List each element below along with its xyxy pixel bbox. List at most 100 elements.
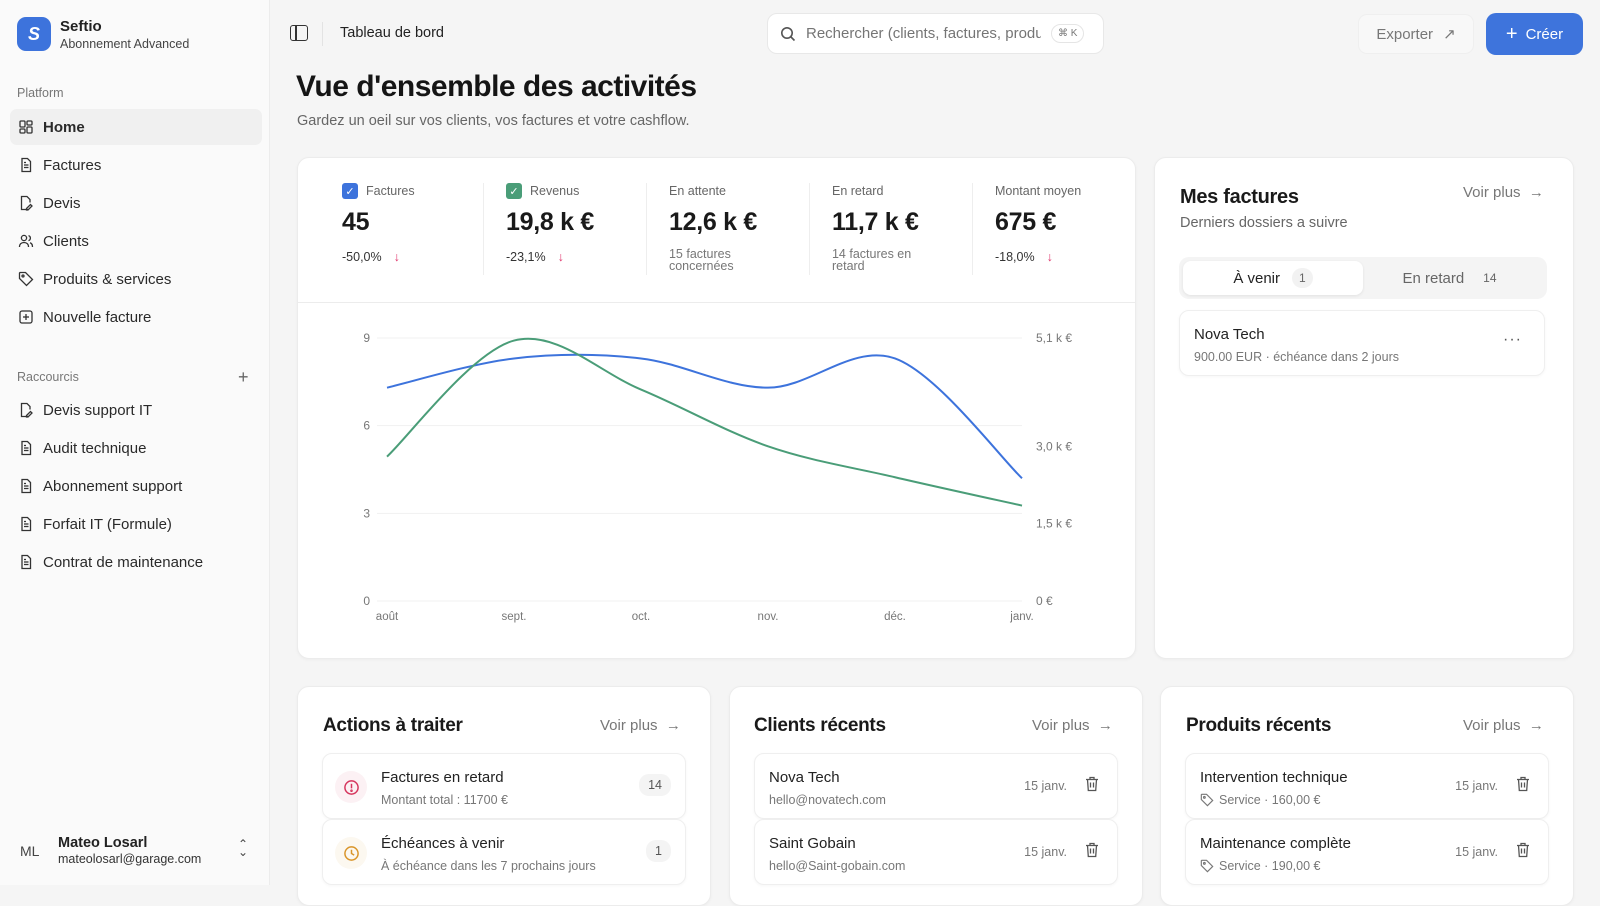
sidebar-item-produits-services[interactable]: Produits & services xyxy=(10,261,262,297)
search-input[interactable] xyxy=(806,25,1041,42)
x-axis-tick: nov. xyxy=(758,611,779,623)
trash-icon[interactable] xyxy=(1516,842,1530,858)
sidebar-item-abonnement-support[interactable]: Abonnement support xyxy=(10,468,262,504)
plus-square-icon xyxy=(19,310,33,324)
series-toggle-checkbox[interactable]: ✓ xyxy=(342,183,358,199)
invoice-item[interactable]: Nova Tech 900.00 EUR · échéance dans 2 jo… xyxy=(1179,310,1545,376)
file-icon xyxy=(21,440,32,456)
right-axis-tick: 1,5 k € xyxy=(1036,517,1072,531)
sidebar-item-factures[interactable]: Factures xyxy=(10,147,262,183)
product-name: Maintenance complète xyxy=(1200,835,1351,852)
right-axis-tick: 3,0 k € xyxy=(1036,439,1072,453)
left-axis-tick: 6 xyxy=(363,419,370,433)
stat-4: Montant moyen 675 € -18,0% ↓ xyxy=(971,183,1135,275)
left-axis-tick: 9 xyxy=(363,331,370,345)
chevrons-up-down-icon[interactable]: ⌃ ⌄ xyxy=(238,837,249,859)
sidebar-item-clients[interactable]: Clients xyxy=(10,223,262,259)
stat-label: En retard xyxy=(831,184,884,198)
invoices-title: Mes factures xyxy=(1180,186,1299,208)
user-email: mateolosarl@garage.com xyxy=(58,852,202,866)
product-detail: Service · 190,00 € xyxy=(1219,859,1321,873)
activity-chart: 0 3 6 9 0 € 1,5 k € 3,0 k € 5,1 k € août sept. oct… xyxy=(363,331,1072,623)
sidebar-item-audit-technique[interactable]: Audit technique xyxy=(10,430,262,466)
product-detail: Service · 160,00 € xyxy=(1219,793,1321,807)
avatar: ML xyxy=(20,842,40,859)
stat-label: En attente xyxy=(668,184,726,198)
sidebar-item-devis-support-it[interactable]: Devis support IT xyxy=(10,392,262,428)
export-button[interactable]: Exporter ↗ xyxy=(1358,14,1474,54)
client-name: Saint Gobain xyxy=(769,835,856,852)
tab-overdue[interactable]: En retard 14 xyxy=(1363,261,1543,295)
count-badge: 14 xyxy=(639,774,671,796)
sidebar-toggle-icon[interactable] xyxy=(290,25,308,41)
file-icon xyxy=(21,516,32,532)
product-item[interactable]: Maintenance complète Service · 190,00 € 15… xyxy=(1185,819,1549,885)
tag-icon xyxy=(1200,859,1214,873)
create-button[interactable]: + Créer xyxy=(1486,13,1583,55)
clients-title: Clients récents xyxy=(754,715,886,736)
shortcuts-label: Raccourcis xyxy=(17,370,79,384)
client-date: 15 janv. xyxy=(1024,845,1067,859)
brand-logo: S xyxy=(17,17,51,51)
action-item[interactable]: Échéances à venir À échéance dans les 7 p… xyxy=(322,819,686,885)
client-item[interactable]: Nova Tech hello@novatech.com 15 janv. xyxy=(754,753,1118,819)
sidebar-item-label: Contrat de maintenance xyxy=(43,553,204,571)
sidebar-item-nouvelle-facture[interactable]: Nouvelle facture xyxy=(10,299,262,335)
action-title: Factures en retard xyxy=(381,769,504,786)
client-email: hello@Saint-gobain.com xyxy=(769,859,906,873)
workspace-switcher[interactable]: S Seftio Abonnement Advanced xyxy=(17,17,189,51)
stat-label: Revenus xyxy=(529,184,580,198)
stat-delta: -23,1% ↓ xyxy=(505,250,564,264)
sidebar-item-label: Factures xyxy=(43,156,102,174)
action-item[interactable]: Factures en retard Montant total : 11700 … xyxy=(322,753,686,819)
clock-icon xyxy=(343,845,359,861)
product-date: 15 janv. xyxy=(1455,779,1498,793)
product-name: Intervention technique xyxy=(1200,769,1348,786)
client-name: Nova Tech xyxy=(769,769,840,786)
shortcuts-nav: Devis support IT Audit technique Abonnemen… xyxy=(10,392,262,582)
actions-title: Actions à traiter xyxy=(323,715,463,736)
grid-icon xyxy=(19,120,33,134)
add-shortcut-button[interactable]: + xyxy=(238,367,249,387)
invoice-client: Nova Tech xyxy=(1194,326,1265,343)
x-axis-tick: janv. xyxy=(1009,611,1033,623)
search-box[interactable]: ⌘ K xyxy=(767,13,1104,54)
products-card: Produits récents Voir plus → Interventio… xyxy=(1160,686,1574,906)
series-toggle-checkbox[interactable]: ✓ xyxy=(505,183,522,199)
search-icon xyxy=(781,26,796,41)
stat-value: 19,8 k € xyxy=(505,208,594,236)
file-icon xyxy=(21,554,32,570)
trash-icon[interactable] xyxy=(1085,776,1099,792)
brand-name: Seftio xyxy=(60,17,102,35)
sidebar-item-label: Devis support IT xyxy=(43,401,153,419)
trash-icon[interactable] xyxy=(1085,842,1099,858)
sidebar-item-home[interactable]: Home xyxy=(10,109,262,145)
user-menu[interactable]: ML Mateo Losarl mateolosarl@garage.com xyxy=(20,835,201,866)
more-options-icon[interactable]: ··· xyxy=(1503,331,1522,348)
series-line-factures xyxy=(386,353,1023,479)
sidebar-item-label: Home xyxy=(43,118,85,136)
product-item[interactable]: Intervention technique Service · 160,00 €… xyxy=(1185,753,1549,819)
stat-label: Factures xyxy=(366,184,415,198)
clients-see-more-link[interactable]: Voir plus → xyxy=(1032,717,1113,734)
invoices-card: Mes factures Derniers dossiers a suivre … xyxy=(1154,157,1574,659)
sidebar-item-forfait-it-formule-[interactable]: Forfait IT (Formule) xyxy=(10,506,262,542)
left-axis-tick: 0 xyxy=(363,594,370,608)
users-icon xyxy=(18,234,34,248)
arrow-down-icon: ↓ xyxy=(393,250,400,264)
client-item[interactable]: Saint Gobain hello@Saint-gobain.com 15 jan… xyxy=(754,819,1118,885)
sidebar-item-contrat-de-maintenance[interactable]: Contrat de maintenance xyxy=(10,544,262,580)
actions-see-more-link[interactable]: Voir plus → xyxy=(600,717,681,734)
x-axis-tick: août xyxy=(376,611,399,623)
stat-label: Montant moyen xyxy=(994,184,1082,198)
trash-icon[interactable] xyxy=(1516,776,1530,792)
products-see-more-link[interactable]: Voir plus → xyxy=(1463,717,1544,734)
file-edit-icon xyxy=(20,402,33,418)
invoices-see-more-link[interactable]: Voir plus → xyxy=(1463,184,1544,201)
sidebar-item-devis[interactable]: Devis xyxy=(10,185,262,221)
arrow-up-right-icon: ↗ xyxy=(1443,26,1456,43)
x-axis-tick: déc. xyxy=(884,611,906,623)
product-date: 15 janv. xyxy=(1455,845,1498,859)
tab-upcoming[interactable]: À venir 1 xyxy=(1183,261,1363,295)
sidebar-item-label: Audit technique xyxy=(43,439,147,457)
